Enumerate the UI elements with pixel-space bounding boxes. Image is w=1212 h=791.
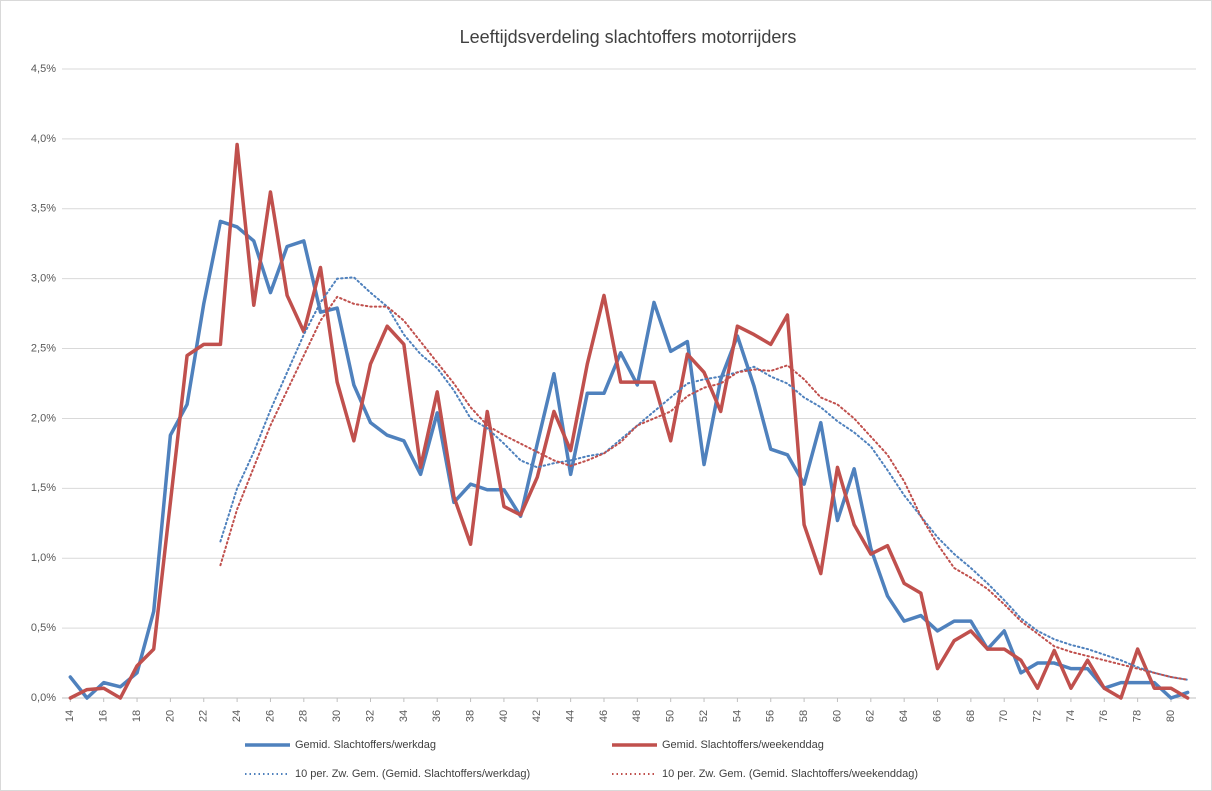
legend-label: Gemid. Slachtoffers/werkdag [295, 739, 436, 751]
y-tick-label: 0,5% [31, 622, 56, 634]
trend-line [219, 276, 1189, 681]
x-tick-label: 44 [565, 710, 577, 722]
y-tick-label: 2,0% [31, 412, 56, 424]
y-tick-label: 2,5% [31, 342, 56, 354]
y-tick-label: 3,5% [31, 203, 56, 215]
x-tick-label: 32 [364, 710, 376, 722]
x-tick-label: 22 [198, 710, 210, 722]
x-tick-label: 52 [698, 710, 710, 722]
x-tick-label: 74 [1065, 710, 1077, 722]
y-tick-label: 1,5% [31, 482, 56, 494]
x-tick-label: 36 [431, 710, 443, 722]
legend-label: 10 per. Zw. Gem. (Gemid. Slachtoffers/we… [662, 768, 918, 780]
x-tick-label: 58 [798, 710, 810, 722]
x-tick-label: 62 [865, 710, 877, 722]
x-tick-label: 34 [398, 710, 410, 722]
x-tick-label: 66 [931, 710, 943, 722]
x-tick-label: 26 [264, 710, 276, 722]
x-tick-label: 16 [98, 710, 110, 722]
x-tick-label: 50 [665, 710, 677, 722]
x-tick-label: 48 [631, 710, 643, 722]
legend-label: Gemid. Slachtoffers/weekenddag [662, 739, 824, 751]
legend-label: 10 per. Zw. Gem. (Gemid. Slachtoffers/we… [295, 768, 530, 780]
x-tick-label: 28 [298, 710, 310, 722]
y-tick-label: 3,0% [31, 273, 56, 285]
x-tick-label: 38 [464, 710, 476, 722]
x-tick-label: 68 [965, 710, 977, 722]
x-tick-label: 30 [331, 710, 343, 722]
x-tick-label: 18 [131, 710, 143, 722]
x-tick-label: 72 [1031, 710, 1043, 722]
x-tick-label: 80 [1165, 710, 1177, 722]
y-tick-label: 4,0% [31, 133, 56, 145]
x-tick-label: 42 [531, 710, 543, 722]
x-tick-label: 24 [231, 710, 243, 722]
x-tick-label: 14 [64, 710, 76, 722]
x-tick-label: 20 [164, 710, 176, 722]
x-tick-label: 70 [998, 710, 1010, 722]
x-tick-label: 60 [831, 710, 843, 722]
x-tick-label: 64 [898, 710, 910, 722]
series-line [68, 142, 1190, 700]
x-tick-label: 56 [765, 710, 777, 722]
x-tick-label: 46 [598, 710, 610, 722]
x-tick-label: 76 [1098, 710, 1110, 722]
y-tick-label: 1,0% [31, 552, 56, 564]
x-tick-label: 54 [731, 710, 743, 722]
trend-line [219, 295, 1189, 681]
series-line [68, 219, 1190, 700]
x-tick-label: 40 [498, 710, 510, 722]
y-tick-label: 0,0% [31, 692, 56, 704]
x-tick-label: 78 [1132, 710, 1144, 722]
chart-title: Leeftijdsverdeling slachtoffers motorrij… [460, 27, 797, 47]
y-tick-label: 4,5% [31, 63, 56, 75]
